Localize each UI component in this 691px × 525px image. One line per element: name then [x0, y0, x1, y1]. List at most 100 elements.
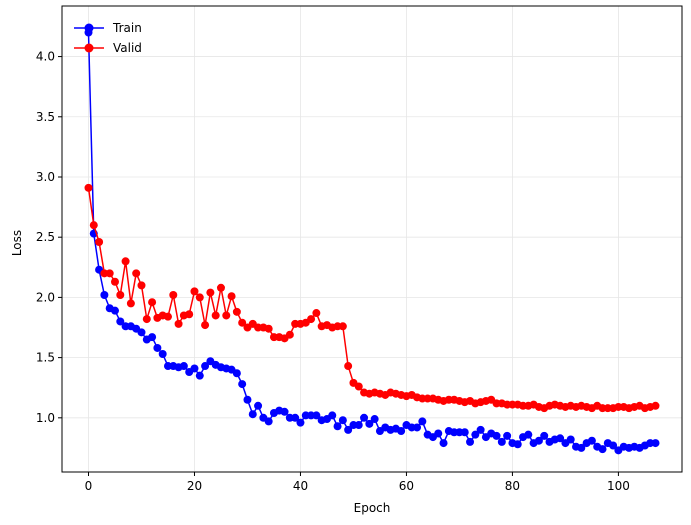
legend-train-marker: [84, 23, 94, 33]
data-point-train: [460, 428, 469, 437]
axis-ticks: 0 20 40 60 80 100 1.0 1.5 2.0 2.5 3.0 3.5 4.0: [36, 50, 630, 493]
x-tick-label: 0: [85, 479, 93, 493]
series-valid: [84, 183, 660, 413]
data-point-valid: [95, 238, 104, 247]
plot-frame: [61, 5, 683, 473]
data-point-valid: [232, 307, 241, 316]
data-point-valid: [651, 401, 660, 410]
y-tick-label: 3.0: [36, 170, 55, 184]
data-point-train: [280, 407, 289, 416]
data-point-valid: [195, 293, 204, 302]
data-point-train: [476, 425, 485, 434]
data-point-train: [413, 423, 422, 432]
data-point-train: [534, 436, 543, 445]
data-point-train: [577, 443, 586, 452]
data-point-train: [190, 364, 199, 373]
data-point-train: [503, 431, 512, 440]
series-train: [84, 28, 660, 455]
x-tick-label: 80: [505, 479, 520, 493]
data-point-valid: [126, 299, 135, 308]
data-point-train: [471, 430, 480, 439]
data-point-valid: [354, 382, 363, 391]
data-point-valid: [142, 315, 151, 324]
data-point-train: [238, 380, 247, 389]
data-point-valid: [222, 311, 231, 320]
legend-valid-marker: [84, 43, 94, 53]
data-point-valid: [338, 322, 347, 331]
legend: Train Valid: [74, 21, 142, 55]
data-point-valid: [148, 298, 157, 307]
data-point-train: [291, 413, 300, 422]
data-point-train: [201, 362, 210, 371]
data-point-train: [158, 349, 167, 358]
data-point-train: [439, 439, 448, 448]
data-point-train: [333, 422, 342, 431]
data-point-valid: [312, 309, 321, 318]
data-point-valid: [169, 290, 178, 299]
data-point-train: [195, 371, 204, 380]
data-point-train: [264, 417, 273, 426]
data-point-train: [651, 439, 660, 448]
data-point-train: [360, 413, 369, 422]
x-tick-label: 40: [293, 479, 308, 493]
data-point-train: [418, 417, 427, 426]
data-point-valid: [264, 324, 273, 333]
data-point-valid: [211, 311, 220, 320]
data-point-valid: [307, 315, 316, 324]
series-layer: [84, 28, 660, 455]
data-point-valid: [132, 269, 141, 278]
data-point-train: [296, 418, 305, 427]
data-point-train: [497, 437, 506, 446]
data-point-train: [344, 425, 353, 434]
data-point-train: [179, 362, 188, 371]
y-tick-label: 1.0: [36, 411, 55, 425]
data-point-valid: [185, 310, 194, 319]
data-point-train: [254, 401, 263, 410]
data-point-train: [354, 421, 363, 430]
data-point-train: [148, 333, 157, 342]
data-point-train: [153, 343, 162, 352]
y-tick-label: 3.5: [36, 110, 55, 124]
y-axis-label: Loss: [10, 230, 24, 256]
data-point-valid: [238, 318, 247, 327]
data-point-valid: [190, 287, 199, 296]
data-point-train: [243, 395, 252, 404]
data-point-train: [370, 415, 379, 424]
y-tick-label: 2.5: [36, 230, 55, 244]
data-point-valid: [344, 362, 353, 371]
data-point-train: [466, 437, 475, 446]
y-tick-label: 1.5: [36, 351, 55, 365]
data-point-train: [100, 290, 109, 299]
x-axis-label: Epoch: [354, 501, 391, 515]
data-point-train: [232, 369, 241, 378]
data-point-valid: [163, 312, 172, 321]
data-point-train: [116, 317, 125, 326]
data-point-train: [338, 416, 347, 425]
data-point-valid: [121, 257, 130, 266]
data-point-train: [540, 431, 549, 440]
data-point-valid: [89, 221, 98, 230]
data-point-valid: [110, 277, 119, 286]
data-point-train: [598, 445, 607, 454]
legend-train-label: Train: [112, 21, 142, 35]
data-point-train: [248, 410, 257, 419]
data-point-train: [566, 435, 575, 444]
data-point-train: [397, 427, 406, 436]
x-tick-label: 60: [399, 479, 414, 493]
data-point-train: [365, 419, 374, 428]
data-point-train: [513, 440, 522, 449]
legend-valid-label: Valid: [113, 41, 142, 55]
data-point-train: [524, 430, 533, 439]
data-point-valid: [227, 292, 236, 301]
data-point-valid: [116, 290, 125, 299]
data-point-valid: [206, 288, 215, 297]
data-point-train: [556, 434, 565, 443]
data-point-train: [312, 411, 321, 420]
data-point-valid: [216, 283, 225, 292]
data-point-train: [328, 411, 337, 420]
y-tick-label: 4.0: [36, 50, 55, 64]
data-point-train: [137, 328, 146, 337]
grid: [62, 6, 682, 472]
